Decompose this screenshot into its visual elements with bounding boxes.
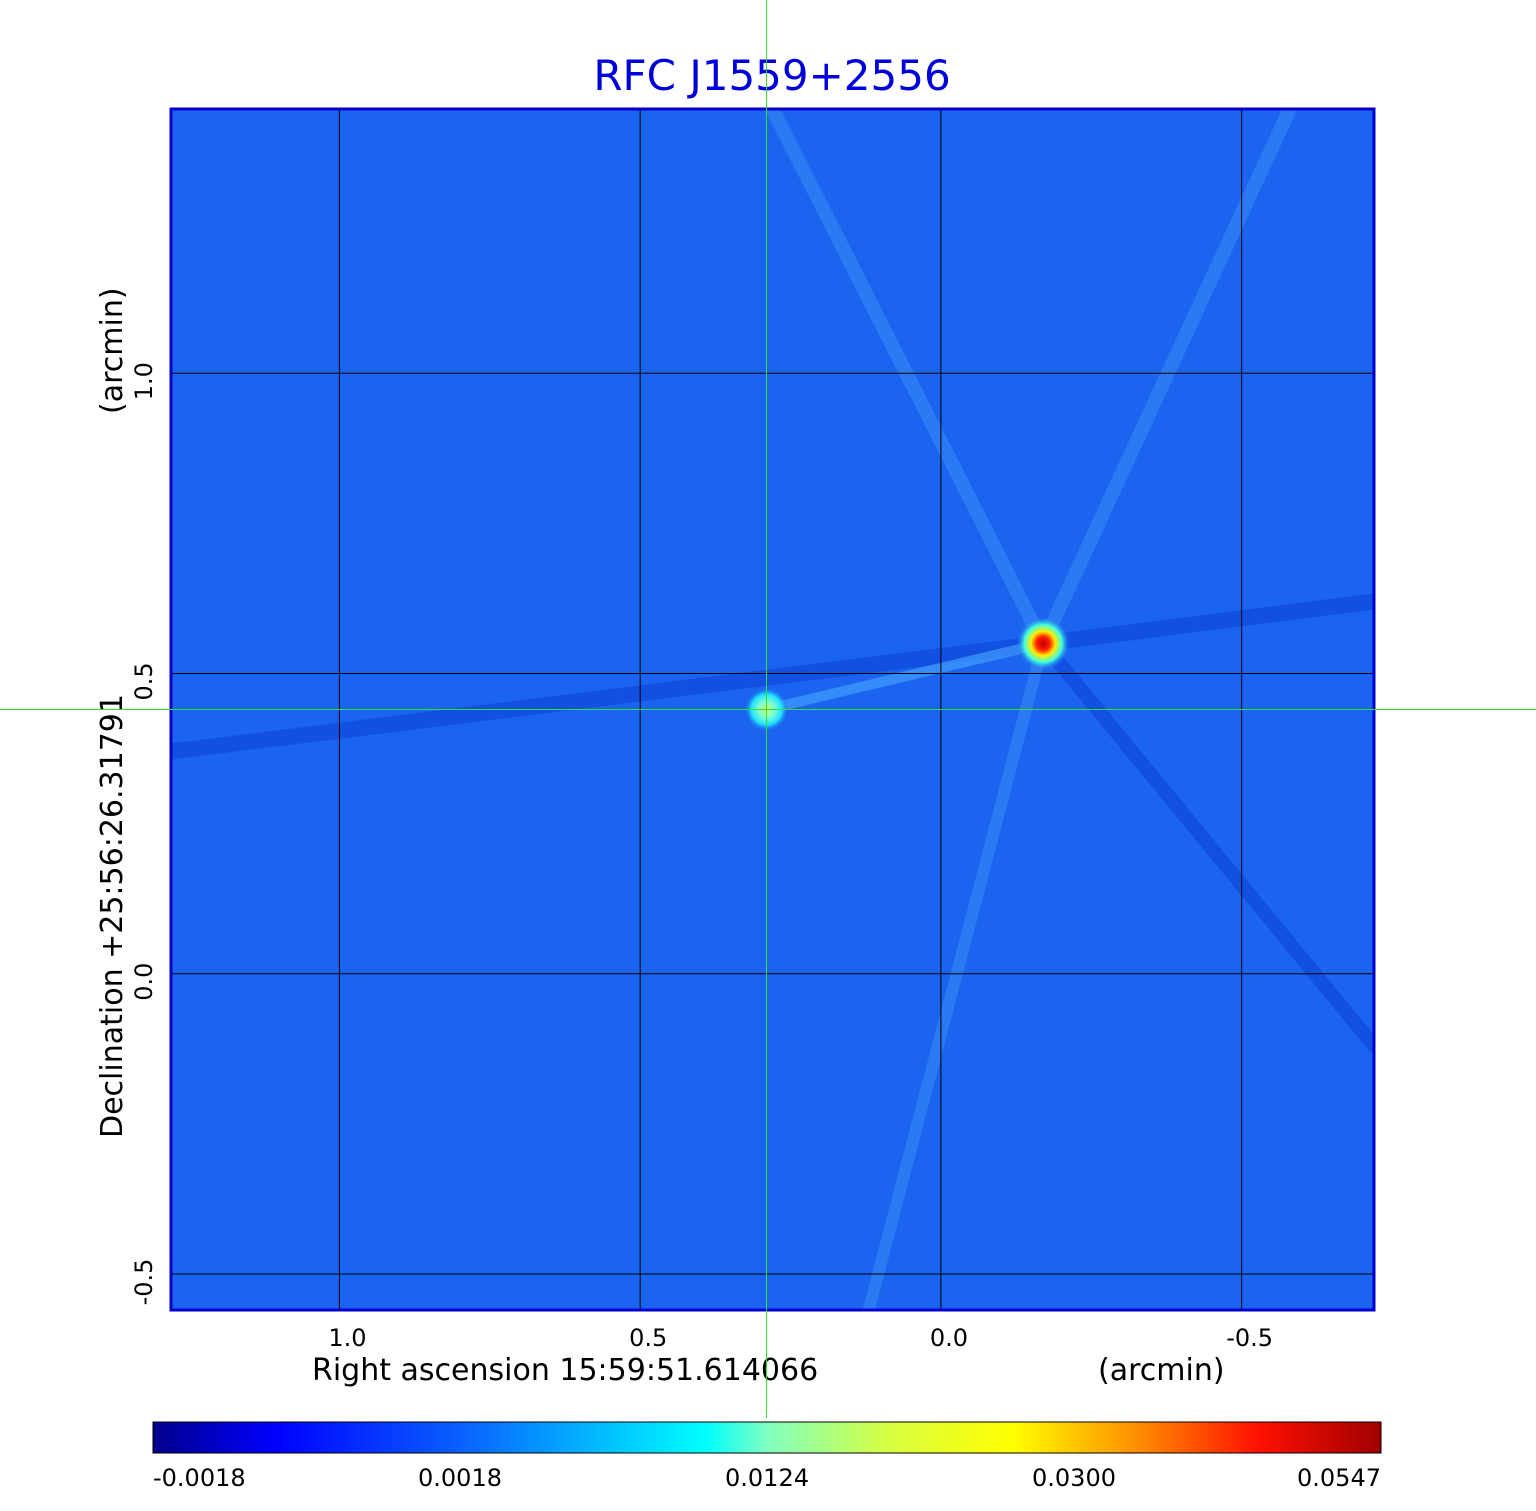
y-tick-label: 0.5 bbox=[130, 662, 158, 700]
sidelobe-streak bbox=[862, 637, 1050, 1310]
y-axis-label: Declination +25:56:26.31791 bbox=[95, 694, 130, 1138]
y-tick-label: 0.0 bbox=[130, 963, 158, 1001]
colorbar-tick-label: -0.0018 bbox=[153, 1464, 246, 1492]
y-tick-label: 1.0 bbox=[130, 362, 158, 400]
colorbar-tick-label: 0.0018 bbox=[418, 1464, 502, 1492]
x-axis-unit: (arcmin) bbox=[1098, 1353, 1225, 1388]
source-bright bbox=[1016, 616, 1071, 671]
colorbar-tick-label: 0.0547 bbox=[1297, 1464, 1381, 1492]
sidelobe-streak bbox=[765, 109, 1051, 651]
colorbar-tick-label: 0.0300 bbox=[1032, 1464, 1116, 1492]
x-tick-label: 0.5 bbox=[629, 1324, 667, 1352]
colorbar-tick-label: 0.0124 bbox=[725, 1464, 809, 1492]
crosshair bbox=[0, 0, 1536, 1418]
sidelobe-streak bbox=[1036, 636, 1374, 1053]
sidelobe-streak bbox=[171, 635, 1052, 760]
x-tick-label: 1.0 bbox=[328, 1324, 366, 1352]
sidelobe-streak bbox=[1035, 593, 1374, 652]
chart-title: RFC J1559+2556 bbox=[593, 51, 950, 100]
colorbar-tick-labels: -0.0018 0.0018 0.0124 0.0300 0.0547 bbox=[153, 1464, 1381, 1492]
x-tick-labels: 1.0 0.5 0.0 -0.5 bbox=[328, 1324, 1273, 1352]
bridge-streak bbox=[765, 638, 1045, 715]
y-tick-label: -0.5 bbox=[130, 1259, 158, 1306]
y-tick-labels: -0.5 0.0 0.5 1.0 bbox=[130, 362, 158, 1305]
sidelobe-streaks bbox=[171, 109, 1374, 1310]
x-axis-label: Right ascension 15:59:51.614066 bbox=[312, 1353, 818, 1388]
colorbar bbox=[152, 1421, 1382, 1454]
y-axis-unit: (arcmin) bbox=[95, 287, 130, 414]
x-tick-label: -0.5 bbox=[1226, 1324, 1273, 1352]
x-tick-label: 0.0 bbox=[930, 1324, 968, 1352]
sidelobe-streak bbox=[1036, 109, 1297, 651]
